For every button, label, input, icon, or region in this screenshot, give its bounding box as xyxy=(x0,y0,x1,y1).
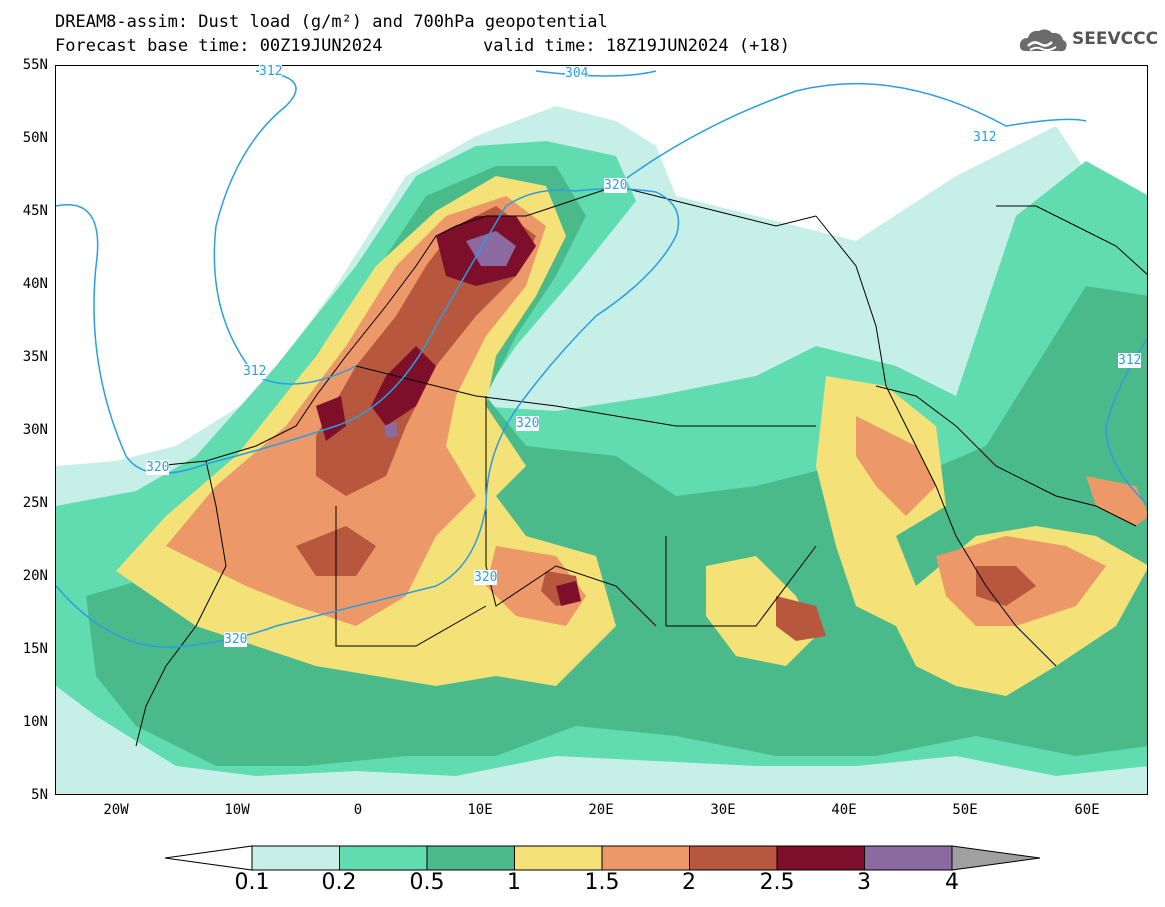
lat-label: 10N xyxy=(22,714,48,730)
lon-label: 0 xyxy=(353,802,363,818)
lat-label: 30N xyxy=(22,422,48,438)
lat-label: 5N xyxy=(31,787,48,803)
lat-label: 35N xyxy=(22,349,48,365)
colorbar-label: 1 xyxy=(507,870,521,895)
contour-label: 312 xyxy=(973,130,997,145)
dust-band-2-ethiopia xyxy=(776,596,826,641)
lat-label: 40N xyxy=(22,276,48,292)
lon-label: 10E xyxy=(467,802,493,818)
colorbar-label: 2 xyxy=(682,870,696,895)
lon-label: 20E xyxy=(588,802,614,818)
logo-text: SEEVCCC xyxy=(1072,29,1159,49)
map-title: DREAM8-assim: Dust load (g/m²) and 700hP… xyxy=(55,12,608,32)
coastlines xyxy=(135,185,1147,747)
colorbar-segment xyxy=(251,845,340,871)
colorbar-label: 0.1 xyxy=(234,870,270,895)
lon-label: 60E xyxy=(1074,802,1100,818)
lat-label: 55N xyxy=(22,57,48,73)
colorbar-under-triangle xyxy=(164,845,253,871)
lat-label: 45N xyxy=(22,203,48,219)
contour-label: 304 xyxy=(565,66,589,81)
forecast-time-line: Forecast base time: 00Z19JUN2024 valid ti… xyxy=(55,36,790,56)
colorbar-label: 3 xyxy=(857,870,871,895)
lat-label: 20N xyxy=(22,568,48,584)
contour-label: 320 xyxy=(224,632,248,647)
lat-label: 50N xyxy=(22,130,48,146)
colorbar-segment xyxy=(514,845,603,871)
dust-load-map xyxy=(55,65,1148,795)
dust-band-2-5-algeria xyxy=(371,346,436,426)
lon-label: 20W xyxy=(103,802,129,818)
colorbar-label: 0.2 xyxy=(321,870,357,895)
colorbar-segment xyxy=(426,845,515,871)
contour-label: 320 xyxy=(516,416,540,431)
base-time: Forecast base time: 00Z19JUN2024 xyxy=(55,36,383,56)
contour-label: 312 xyxy=(1118,353,1142,368)
lat-label: 15N xyxy=(22,641,48,657)
contour-label: 320 xyxy=(604,178,628,193)
colorbar-label: 4 xyxy=(945,870,959,895)
lon-label: 30E xyxy=(710,802,736,818)
dust-band-2-5-chad xyxy=(556,581,581,606)
colorbar xyxy=(164,845,1041,871)
colorbar-segment xyxy=(689,845,778,871)
colorbar-label: 2.5 xyxy=(759,870,795,895)
colorbar-over-triangle xyxy=(951,845,1041,871)
colorbar-segment xyxy=(864,845,953,871)
dust-band-3-algeria xyxy=(384,421,398,438)
lon-label: 50E xyxy=(952,802,978,818)
cloud-icon xyxy=(1019,29,1067,52)
colorbar-segment xyxy=(339,845,428,871)
dust-band-2-oman xyxy=(976,566,1036,606)
contour-label: 320 xyxy=(146,460,170,475)
valid-time: valid time: 18Z19JUN2024 (+18) xyxy=(483,36,791,56)
dust-band-3 xyxy=(466,231,516,266)
dust-band-1-sudan xyxy=(706,556,816,666)
contour-label: 320 xyxy=(474,570,498,585)
lat-label: 25N xyxy=(22,495,48,511)
contour-label: 312 xyxy=(243,364,267,379)
colorbar-segment xyxy=(601,845,690,871)
seevccc-logo: SEEVCCC xyxy=(1018,26,1158,56)
lon-label: 40E xyxy=(831,802,857,818)
dust-band-1-5-arabia xyxy=(856,416,936,516)
contour-label: 312 xyxy=(259,64,283,79)
colorbar-segment xyxy=(776,845,865,871)
colorbar-label: 0.5 xyxy=(409,870,445,895)
lon-label: 10W xyxy=(224,802,250,818)
colorbar-label: 1.5 xyxy=(584,870,620,895)
